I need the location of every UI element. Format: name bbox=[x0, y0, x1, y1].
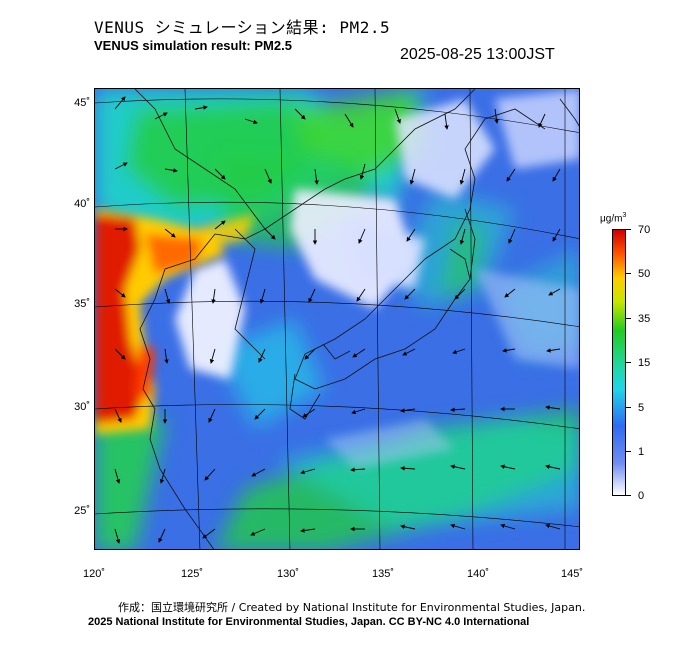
coastlines bbox=[134, 89, 579, 549]
colorbar-label-35: 35 bbox=[638, 313, 651, 325]
colorbar-tick bbox=[626, 318, 631, 319]
colorbar-unit-sup: 3 bbox=[622, 212, 627, 219]
lon-label-135: 135˚ bbox=[371, 568, 395, 580]
title-en: VENUS simulation result: PM2.5 bbox=[94, 38, 292, 53]
colorbar-label-5: 5 bbox=[638, 402, 645, 414]
colorbar-label-0: 0 bbox=[638, 490, 645, 502]
lon-label-140: 140˚ bbox=[466, 568, 490, 580]
lat-label-25: 25˚ bbox=[74, 505, 90, 517]
colorbar-unit-base: μg/m bbox=[600, 213, 623, 225]
colorbar-tick bbox=[626, 451, 631, 452]
lon-label-125: 125˚ bbox=[180, 568, 204, 580]
colorbar-label-1: 1 bbox=[638, 446, 645, 458]
lon-label-130: 130˚ bbox=[276, 568, 300, 580]
colorbar-label-50: 50 bbox=[638, 268, 651, 280]
lat-label-30: 30˚ bbox=[74, 401, 90, 413]
colorbar-label-70: 70 bbox=[638, 224, 651, 236]
lon-label-145: 145˚ bbox=[560, 568, 584, 580]
colorbar-tick bbox=[626, 362, 631, 363]
lat-label-45: 45˚ bbox=[74, 97, 90, 109]
pm25-colorbar bbox=[612, 229, 626, 496]
lon-label-120: 120˚ bbox=[82, 568, 106, 580]
colorbar-tick bbox=[626, 273, 631, 274]
license-text: 2025 National Institute for Environmenta… bbox=[88, 616, 530, 628]
pm25-field-high bbox=[95, 209, 255, 434]
timestamp: 2025-08-25 13:00JST bbox=[400, 46, 555, 63]
pm25-map bbox=[94, 88, 580, 550]
colorbar-label-15: 15 bbox=[638, 357, 651, 369]
lat-label-40: 40˚ bbox=[74, 198, 90, 210]
colorbar-tick bbox=[626, 495, 631, 496]
wind-vectors bbox=[114, 96, 561, 544]
pm25-map-canvas bbox=[95, 89, 579, 549]
title-jp: VENUS シミュレーション結果: PM2.5 bbox=[94, 18, 391, 37]
colorbar-unit: μg/m3 bbox=[600, 212, 626, 224]
lat-label-35: 35˚ bbox=[74, 298, 90, 310]
colorbar-tick bbox=[626, 407, 631, 408]
colorbar-tick bbox=[626, 229, 631, 230]
credit-text: 作成：国立環境研究所 / Created by National Institu… bbox=[118, 601, 586, 614]
